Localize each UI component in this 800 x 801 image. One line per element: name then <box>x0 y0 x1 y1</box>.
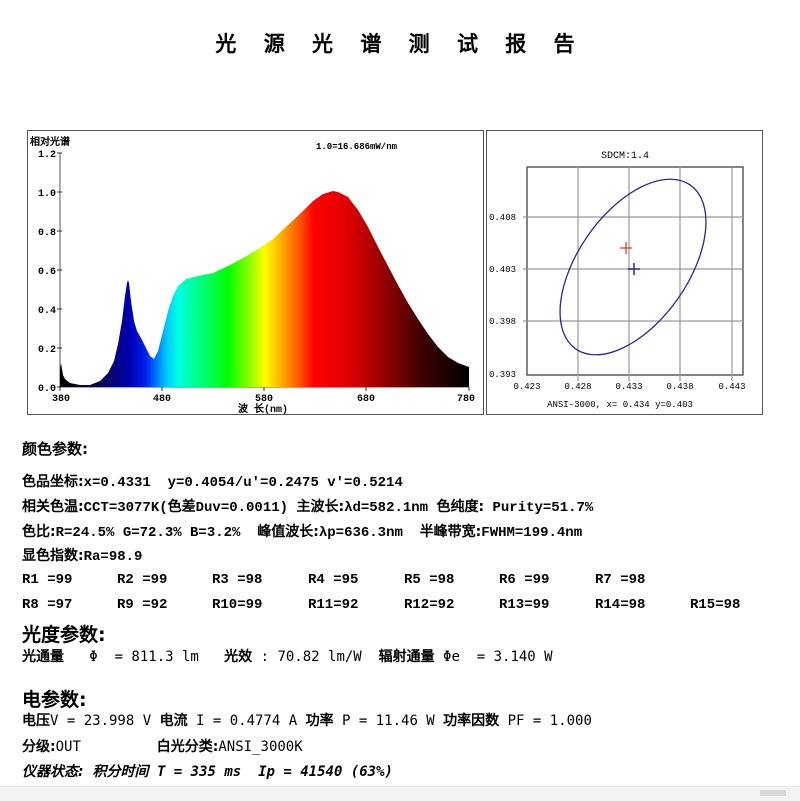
ri-value: R3 =98 <box>212 572 263 588</box>
y-tick: 1.0 <box>38 189 56 200</box>
y-tick: 0.2 <box>38 345 56 356</box>
spectrum-chart: 相对光谱 1.0=16.686mW/nm 1.2 1.0 0.8 0.6 0.4… <box>30 135 475 416</box>
sdcm-title: SDCM:1.4 <box>601 151 649 162</box>
scrollbar-thumb[interactable] <box>760 790 786 796</box>
x-tick: 0.433 <box>615 382 642 392</box>
horizontal-scrollbar[interactable] <box>0 786 800 801</box>
photometric-row: 光通量 Φ = 811.3 lm 光效 : 70.82 lm/W 辐射通量 Φe… <box>22 649 553 665</box>
ri-value: R15=98 <box>690 597 741 613</box>
macadam-ellipse <box>559 178 707 356</box>
instrument-status-row: 仪器状态: 积分时间 T = 335 ms Ip = 41540 (63%) <box>22 764 393 780</box>
y-tick: 0.408 <box>489 213 516 223</box>
x-tick: 580 <box>255 394 273 405</box>
ri-value: R11=92 <box>308 597 359 613</box>
x-tick: 480 <box>153 394 171 405</box>
y-tick: 0.4 <box>38 306 56 317</box>
chromaticity-row: 色品坐标:x=0.4331 y=0.4054/u'=0.2475 v'=0.52… <box>22 474 403 491</box>
sdcm-plot-frame <box>526 166 744 376</box>
target-point-marker <box>628 263 640 275</box>
y-tick: 1.2 <box>38 150 56 161</box>
y-tick: 0.393 <box>489 370 516 380</box>
ri-value: R1 =99 <box>22 572 73 588</box>
sdcm-chart-panel: SDCM:1.4 0.408 0.403 0.398 0.393 0.423 0… <box>486 130 763 415</box>
y-tick: 0.8 <box>38 228 56 239</box>
y-axis-label: 相对光谱 <box>30 135 70 149</box>
scale-note: 1.0=16.686mW/nm <box>316 142 398 152</box>
measured-point-marker <box>620 242 632 254</box>
ri-value: R12=92 <box>404 597 455 613</box>
grade-row: 分级:OUT 白光分类:ANSI_3000K <box>22 739 303 755</box>
x-tick: 680 <box>357 394 375 405</box>
color-params-heading: 颜色参数: <box>22 440 88 458</box>
report-title: 光 源 光 谱 测 试 报 告 <box>215 32 585 56</box>
sdcm-chart: SDCM:1.4 0.408 0.403 0.398 0.393 0.423 0… <box>489 151 746 410</box>
y-tick: 0.398 <box>489 317 516 327</box>
x-tick: 0.423 <box>513 382 540 392</box>
ri-value: R6 =99 <box>499 572 550 588</box>
ri-value: R5 =98 <box>404 572 455 588</box>
ri-value: R8 =97 <box>22 597 73 613</box>
x-tick: 0.428 <box>564 382 591 392</box>
ri-value: R14=98 <box>595 597 646 613</box>
chromaticity-value: x=0.4331 y=0.4054/u'=0.2475 v'=0.5214 <box>83 475 403 491</box>
photometric-heading: 光度参数: <box>22 624 106 646</box>
cct-row: 相关色温:CCT=3077K(色差Duv=0.0011) 主波长:λd=582.… <box>22 499 594 516</box>
electrical-heading: 电参数: <box>22 689 87 711</box>
x-tick: 380 <box>52 394 70 405</box>
ri-value: R4 =95 <box>308 572 359 588</box>
ri-value: R7 =98 <box>595 572 646 588</box>
x-axis-label: 波 长(nm) <box>238 402 288 416</box>
color-ratio-row: 色比:R=24.5% G=72.3% B=3.2% 峰值波长:λp=636.3n… <box>22 524 583 541</box>
ri-value: R9 =92 <box>117 597 168 613</box>
ri-value: R13=99 <box>499 597 550 613</box>
ri-value: R2 =99 <box>117 572 168 588</box>
spectrum-chart-panel: 相对光谱 1.0=16.686mW/nm 1.2 1.0 0.8 0.6 0.4… <box>27 130 484 416</box>
cri-row: 显色指数:Ra=98.9 <box>22 548 143 565</box>
y-tick: 0.403 <box>489 265 516 275</box>
x-tick: 780 <box>457 394 475 405</box>
x-tick: 0.443 <box>718 382 745 392</box>
electrical-row: 电压V = 23.998 V 电流 I = 0.4774 A 功率 P = 11… <box>22 713 592 729</box>
y-tick: 0.6 <box>38 267 56 278</box>
sdcm-caption: ANSI-3000, x= 0.434 y=0.403 <box>547 400 693 410</box>
grid-lines <box>523 167 743 381</box>
x-tick: 0.438 <box>666 382 693 392</box>
y-tick: 0.0 <box>38 384 56 395</box>
ri-value: R10=99 <box>212 597 263 613</box>
spectrum-area <box>60 191 469 387</box>
